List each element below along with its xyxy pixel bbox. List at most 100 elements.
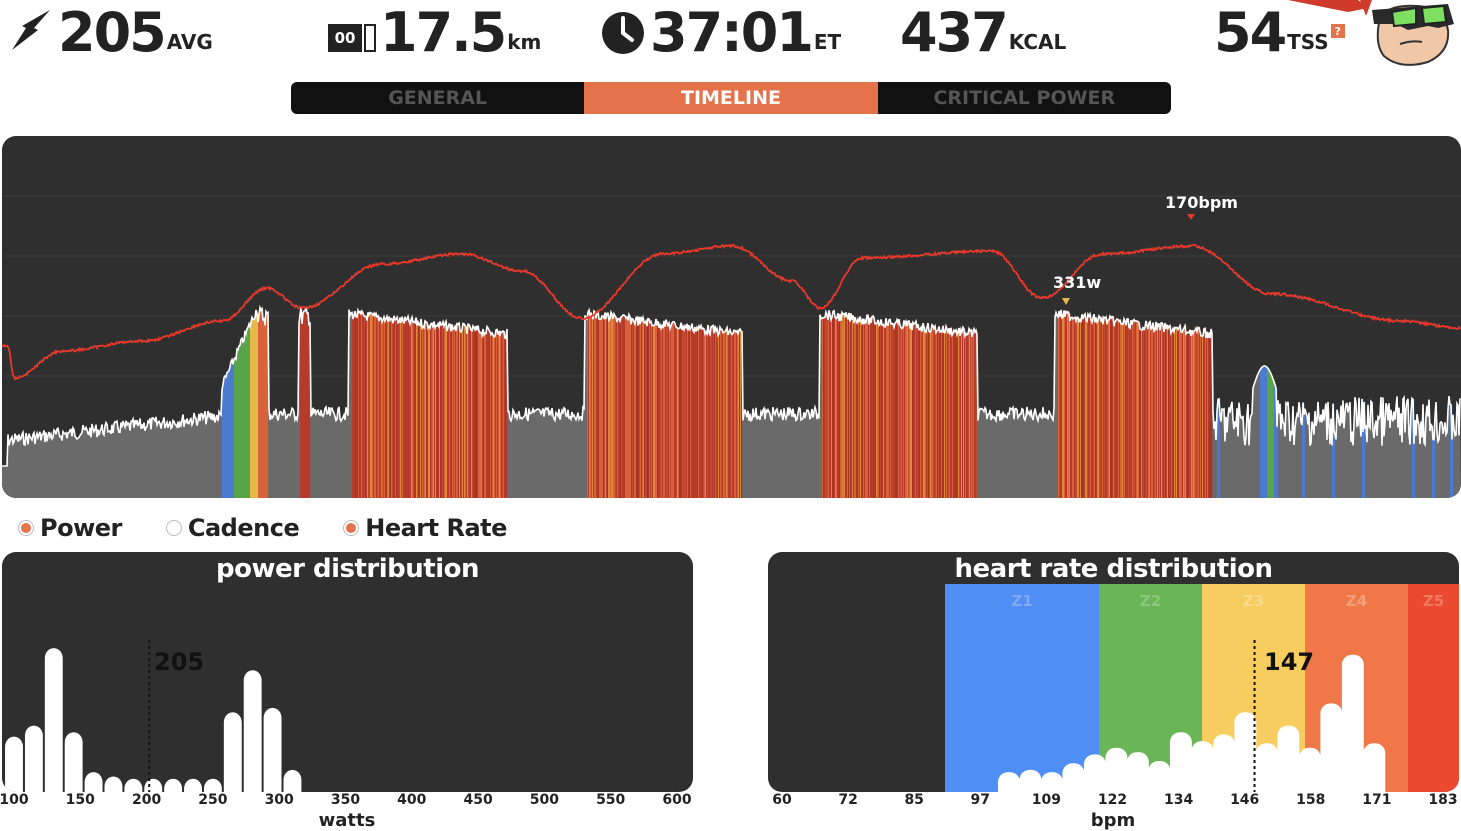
z5-strip — [1170, 325, 1172, 498]
z5-strip — [1134, 319, 1136, 498]
z5-strip — [957, 334, 959, 498]
z5-strip — [506, 338, 508, 498]
z5-strip — [638, 325, 640, 498]
z5-strip — [1171, 333, 1173, 498]
z5-strip — [1080, 319, 1082, 498]
z5-strip — [1191, 335, 1193, 498]
z5-strip — [470, 326, 472, 498]
z5-strip — [476, 326, 478, 498]
z5-strip — [1085, 313, 1087, 498]
z5-strip — [379, 320, 381, 498]
z5-strip — [1194, 330, 1196, 498]
z1-strip — [1217, 411, 1219, 498]
z1-strip — [1303, 402, 1305, 498]
z1-strip — [1276, 387, 1278, 498]
z5-strip — [952, 335, 954, 498]
tab-general[interactable]: GENERAL — [388, 87, 488, 109]
z2-strip — [242, 338, 244, 498]
z5-strip — [633, 319, 635, 498]
z4-strip — [266, 311, 268, 498]
z5-strip — [500, 336, 502, 498]
z5-strip — [432, 323, 434, 498]
z5-strip — [910, 328, 912, 498]
z5-strip — [1189, 332, 1191, 498]
tss-help-icon[interactable]: ? — [1330, 24, 1345, 38]
avg-power-unit: AVG — [166, 30, 213, 54]
z5-strip — [1147, 325, 1149, 498]
z5-strip — [491, 334, 493, 498]
z5-strip — [1153, 322, 1155, 498]
z5-strip — [929, 331, 931, 498]
z5-strip — [1088, 314, 1090, 498]
hr-tick-label: 134 — [1163, 792, 1194, 808]
z5-strip — [1066, 311, 1068, 498]
z5-strip — [681, 322, 683, 498]
z5-strip — [473, 325, 475, 498]
z5-strip — [1176, 327, 1178, 498]
z5-strip — [353, 318, 355, 498]
z5-strip — [309, 325, 311, 498]
hr-peak-marker — [1187, 214, 1195, 220]
z5-strip — [886, 318, 888, 498]
z5-strip — [854, 323, 856, 498]
z5-strip — [1091, 319, 1093, 498]
z5-strip — [855, 317, 857, 498]
legend-power-toggle[interactable] — [18, 520, 34, 536]
z4-strip — [262, 308, 264, 498]
z5-strip — [1060, 316, 1062, 498]
z5-strip — [709, 333, 711, 498]
hr-tick-label: 72 — [838, 792, 858, 808]
z5-strip — [1083, 319, 1085, 498]
z5-strip — [1103, 324, 1105, 498]
hr-dist-bar — [1234, 712, 1257, 792]
z5-strip — [483, 328, 485, 498]
z5-strip — [1087, 321, 1089, 498]
z5-strip — [942, 331, 944, 498]
z5-strip — [710, 334, 712, 498]
z3-strip — [252, 317, 254, 498]
legend-power[interactable]: Power — [18, 514, 122, 542]
z5-strip — [592, 316, 594, 498]
z5-strip — [1136, 320, 1138, 498]
power-dist-bar — [24, 725, 43, 792]
z5-strip — [1109, 319, 1111, 498]
z2-strip — [236, 359, 238, 498]
z5-strip — [1093, 318, 1095, 498]
z5-strip — [865, 320, 867, 498]
tss-value: 54 — [1214, 1, 1287, 64]
z5-strip — [940, 332, 942, 498]
z5-strip — [825, 317, 827, 498]
hr-tick-label: 183 — [1428, 792, 1458, 808]
tss-stat: 54 TSS ? — [1214, 2, 1345, 60]
z5-strip — [937, 331, 939, 498]
z5-strip — [971, 330, 973, 498]
z5-strip — [304, 310, 306, 498]
z5-strip — [502, 332, 504, 498]
z5-strip — [412, 317, 414, 498]
power-peak-label: 331w — [1053, 273, 1102, 292]
z5-strip — [914, 323, 916, 498]
z5-strip — [460, 330, 462, 498]
z5-strip — [1150, 321, 1152, 498]
z5-strip — [478, 325, 480, 498]
legend-heart-rate-toggle[interactable] — [343, 520, 360, 536]
legend-cadence[interactable]: Cadence — [165, 514, 300, 542]
z5-strip — [908, 321, 910, 498]
z5-strip — [418, 322, 420, 498]
tab-critical-power[interactable]: CRITICAL POWER — [933, 87, 1116, 109]
avg-power-value: 205 — [58, 1, 167, 64]
power-dist-bar — [263, 707, 282, 792]
z5-strip — [869, 324, 871, 498]
z5-strip — [661, 328, 663, 498]
z5-strip — [706, 331, 708, 498]
timeline-chart[interactable]: 170bpm 331w — [2, 136, 1461, 498]
legend-heart-rate[interactable]: Heart Rate — [343, 514, 507, 542]
tab-timeline[interactable]: TIMELINE — [584, 82, 878, 114]
z5-strip — [469, 324, 471, 498]
z5-strip — [598, 311, 600, 498]
z5-strip — [303, 312, 305, 498]
z5-strip — [846, 312, 848, 498]
z5-strip — [1078, 317, 1080, 498]
z5-strip — [850, 321, 852, 498]
legend-cadence-toggle[interactable] — [165, 520, 182, 536]
